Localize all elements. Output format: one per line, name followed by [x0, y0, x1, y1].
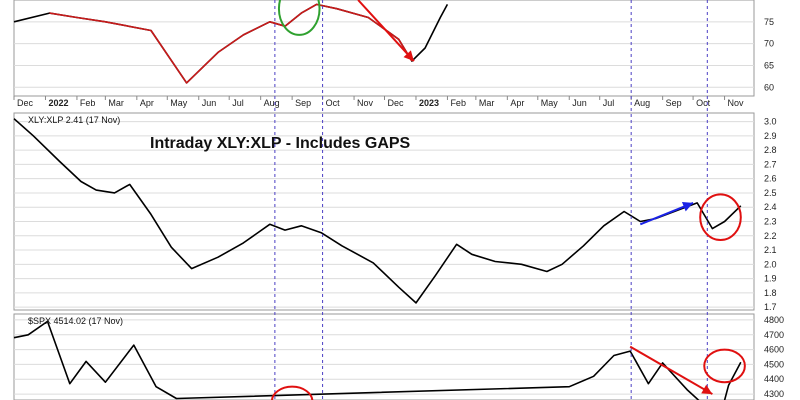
middle-panel: 3.0 2.9 2.8 2.7 2.6 2.5 2.4 2.3 2.2 2.1 2.0 1.9 1.8 1…: [13, 112, 777, 312]
top-frame: [13, 0, 755, 97]
bottom-y-tick-label: 4600: [764, 345, 784, 355]
bottom-y-tick-label: 4400: [764, 374, 784, 384]
bottom-y-tick-label: 4300: [764, 389, 784, 399]
bottom-series-line: [13, 320, 742, 400]
x-tick-label: Mar: [108, 98, 124, 108]
middle-y-tick-label: 2.2: [764, 231, 777, 241]
bottom-y-tick-label: 4800: [764, 315, 784, 325]
middle-frame: [13, 112, 755, 311]
middle-y-tick-label: 2.6: [764, 174, 777, 184]
top-annotation-arrow: [357, 0, 415, 62]
middle-y-tick-label: 2.5: [764, 188, 777, 198]
x-tick-label: 2023: [419, 98, 439, 108]
x-tick-label: Aug: [634, 98, 650, 108]
bottom-annotation-circle: [703, 348, 746, 384]
x-tick-label: Sep: [666, 98, 682, 108]
vertical-markers: [274, 0, 708, 400]
x-tick-label: May: [541, 98, 559, 108]
middle-y-tick-label: 2.1: [764, 245, 777, 255]
middle-y-tick-label: 1.7: [764, 302, 777, 312]
bottom-annotation-circle: [270, 385, 314, 400]
x-tick-label: Jun: [202, 98, 217, 108]
annotations: [270, 0, 746, 400]
bottom-annotation-arrowhead: [701, 384, 713, 395]
top-y-tick-label: 70: [764, 39, 774, 49]
middle-y-tick-label: 1.8: [764, 288, 777, 298]
middle-y-tick-label: 2.8: [764, 145, 777, 155]
x-tick-label: Nov: [728, 98, 745, 108]
bottom-y-tick-label: 4700: [764, 330, 784, 340]
x-tick-label: Feb: [450, 98, 466, 108]
top-annotation-arrowhead: [403, 50, 414, 62]
x-tick-label: Dec: [388, 98, 405, 108]
bottom-panel-label: $SPX 4514.02 (17 Nov): [28, 316, 123, 326]
middle-y-tick-label: 1.9: [764, 274, 777, 284]
top-y-tick-label: 65: [764, 60, 774, 70]
x-tick-label: Feb: [80, 98, 96, 108]
x-tick-label: Sep: [295, 98, 311, 108]
x-tick-label: Mar: [479, 98, 495, 108]
chart-title: Intraday XLY:XLP - Includes GAPS: [150, 135, 411, 152]
x-tick-label: Oct: [326, 98, 341, 108]
bottom-y-tick-label: 4500: [764, 359, 784, 369]
top-series-red-segment: [49, 3, 413, 84]
middle-series-line: [13, 118, 742, 304]
top-y-tick-label: 75: [764, 17, 774, 27]
x-tick-label: 2022: [48, 98, 68, 108]
middle-y-tick-label: 2.4: [764, 202, 777, 212]
top-panel: 75 70 65 60: [13, 0, 774, 97]
middle-y-tick-label: 2.3: [764, 216, 777, 226]
top-y-tick-label: 60: [764, 82, 774, 92]
bottom-panel: 4800 4700 4600 4500 4400 4300 $SPX 4514.02 (17…: [13, 313, 784, 400]
middle-annotation-arrowhead: [681, 202, 694, 212]
x-tick-label: Oct: [696, 98, 711, 108]
x-tick-label: Jul: [603, 98, 615, 108]
top-x-axis: Dec 2022 Feb Mar Apr May Jun Jul Aug Sep Oct Nov Dec…: [13, 96, 745, 108]
middle-y-tick-label: 2.0: [764, 259, 777, 269]
middle-panel-label: XLY:XLP 2.41 (17 Nov): [28, 115, 120, 125]
x-tick-label: Nov: [357, 98, 374, 108]
x-tick-label: Apr: [510, 98, 524, 108]
middle-y-tick-label: 3.0: [764, 117, 777, 127]
bottom-frame: [13, 313, 755, 400]
middle-y-tick-label: 2.9: [764, 131, 777, 141]
x-tick-label: Apr: [140, 98, 154, 108]
bottom-annotation-arrow: [629, 345, 713, 395]
x-tick-label: Dec: [17, 98, 34, 108]
x-tick-label: Jun: [572, 98, 587, 108]
middle-y-tick-label: 2.7: [764, 159, 777, 169]
x-tick-label: Jul: [232, 98, 244, 108]
middle-annotation-circle: [699, 193, 742, 242]
x-tick-label: May: [170, 98, 188, 108]
x-tick-label: Aug: [264, 98, 280, 108]
